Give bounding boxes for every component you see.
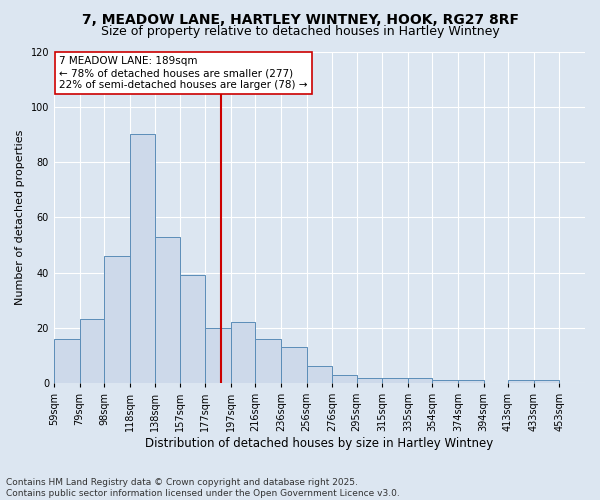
- Bar: [130, 134, 155, 383]
- Bar: [231, 322, 256, 383]
- Bar: [356, 378, 382, 383]
- Bar: [54, 339, 80, 383]
- Y-axis label: Number of detached properties: Number of detached properties: [15, 130, 25, 305]
- Bar: [508, 380, 533, 383]
- Bar: [256, 339, 281, 383]
- Bar: [104, 256, 130, 383]
- Bar: [205, 328, 231, 383]
- Text: Size of property relative to detached houses in Hartley Wintney: Size of property relative to detached ho…: [101, 25, 499, 38]
- Bar: [80, 320, 104, 383]
- Bar: [179, 276, 205, 383]
- X-axis label: Distribution of detached houses by size in Hartley Wintney: Distribution of detached houses by size …: [145, 437, 494, 450]
- Bar: [307, 366, 332, 383]
- Text: 7, MEADOW LANE, HARTLEY WINTNEY, HOOK, RG27 8RF: 7, MEADOW LANE, HARTLEY WINTNEY, HOOK, R…: [82, 12, 518, 26]
- Bar: [433, 380, 458, 383]
- Text: 7 MEADOW LANE: 189sqm
← 78% of detached houses are smaller (277)
22% of semi-det: 7 MEADOW LANE: 189sqm ← 78% of detached …: [59, 56, 308, 90]
- Bar: [155, 236, 179, 383]
- Bar: [408, 378, 433, 383]
- Bar: [332, 375, 356, 383]
- Bar: [458, 380, 484, 383]
- Bar: [382, 378, 408, 383]
- Bar: [281, 347, 307, 383]
- Bar: [533, 380, 559, 383]
- Text: Contains HM Land Registry data © Crown copyright and database right 2025.
Contai: Contains HM Land Registry data © Crown c…: [6, 478, 400, 498]
